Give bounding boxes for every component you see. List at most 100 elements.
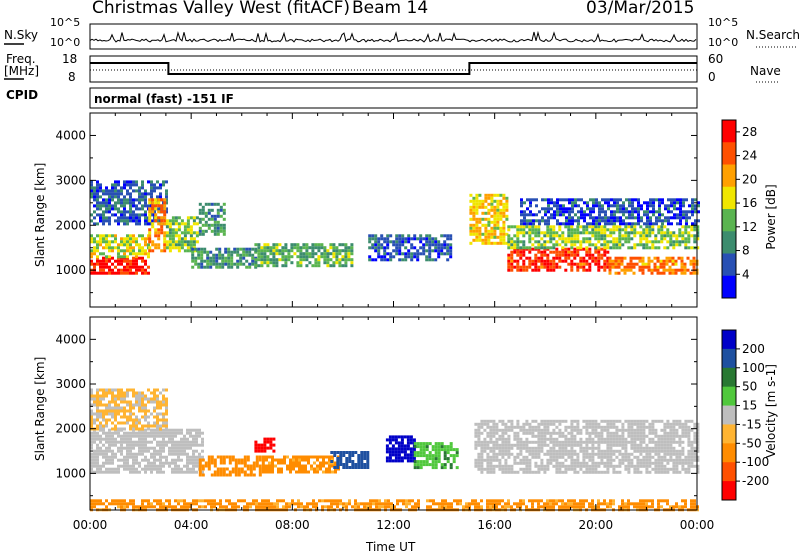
power-colorbar-label: Power [dB] xyxy=(764,184,778,250)
date-label: 03/Mar/2015 xyxy=(586,0,695,18)
nave-tick-bottom: 0 xyxy=(708,70,716,84)
velocity-colorbar-tick-0: 200 xyxy=(742,342,765,356)
velocity-colorbar-seg-3 xyxy=(722,386,736,407)
power-band-1 xyxy=(90,234,150,259)
nsky-label: N.Sky xyxy=(4,28,39,42)
power-band-9 xyxy=(469,193,509,245)
velocity-colorbar-label: Velocity [m s-1] xyxy=(764,364,778,458)
velocity-colorbar-tick-5: -50 xyxy=(742,436,762,450)
power-ytick-0: 1000 xyxy=(55,263,86,277)
power-colorbar-tick-5: 24 xyxy=(742,149,757,163)
velocity-colorbar-tick-1: 100 xyxy=(742,361,765,375)
velocity-colorbar-tick-6: -100 xyxy=(742,455,769,469)
power-colorbar-seg-3 xyxy=(722,186,736,210)
velocity-ytick-0: 1000 xyxy=(55,466,86,480)
beam-label: Beam 14 xyxy=(352,0,429,18)
power-band-12 xyxy=(608,256,699,275)
power-band-8 xyxy=(368,234,453,262)
cpid-strip-frame xyxy=(89,87,698,109)
velocity-band-5 xyxy=(385,435,416,463)
velocity-band-2 xyxy=(198,455,265,477)
velocity-band-8 xyxy=(254,437,276,453)
radar-title: Christmas Valley West (fitACF) xyxy=(92,0,351,18)
velocity-colorbar-seg-7 xyxy=(722,462,736,482)
nave-label: Nave xyxy=(750,64,781,78)
velocity-colorbar-frame xyxy=(721,329,737,501)
nsky-strip-frame xyxy=(89,23,698,50)
velocity-colorbar-seg-0 xyxy=(722,330,736,350)
velocity-band-3 xyxy=(262,455,340,474)
power-colorbar-seg-6 xyxy=(722,253,736,277)
nave-tick-top: 60 xyxy=(708,52,724,66)
velocity-band-4 xyxy=(330,451,370,469)
power-colorbar-tick-2: 12 xyxy=(742,220,757,234)
nsearch-tick-bottom: 10^0 xyxy=(708,36,739,49)
x-tick-label-1: 04:00 xyxy=(174,518,209,532)
power-band-5 xyxy=(198,202,226,236)
velocity-ylabel: Slant Range [km] xyxy=(33,356,47,461)
freq-unit: [MHz] xyxy=(4,64,40,78)
power-colorbar-tick-3: 16 xyxy=(742,196,757,210)
velocity-colorbar-seg-4 xyxy=(722,405,736,425)
power-band-6 xyxy=(191,247,258,269)
velocity-colorbar-tick-2: 50 xyxy=(742,380,757,394)
power-colorbar-seg-5 xyxy=(722,231,736,254)
x-tick-label-6: 00:00 xyxy=(680,518,715,532)
power-ylabel: Slant Range [km] xyxy=(33,162,47,267)
nsky-trace xyxy=(89,30,697,43)
velocity-band-1 xyxy=(90,388,168,431)
velocity-colorbar-tick-7: -200 xyxy=(742,474,769,488)
velocity-ytick-1: 2000 xyxy=(55,422,86,436)
power-band-7 xyxy=(254,243,354,268)
power-colorbar-tick-6: 28 xyxy=(742,125,757,139)
cpid-value: normal (fast) -151 IF xyxy=(94,92,234,106)
velocity-band-6 xyxy=(413,442,459,470)
x-tick-label-3: 12:00 xyxy=(376,518,411,532)
velocity-panel-frame xyxy=(89,316,698,511)
velocity-colorbar-seg-6 xyxy=(722,443,736,463)
velocity-colorbar-tick-4: -15 xyxy=(742,417,762,431)
x-tick-label-5: 20:00 xyxy=(579,518,614,532)
power-colorbar-tick-0: 4 xyxy=(742,267,750,281)
frequency-trace xyxy=(90,62,697,75)
power-band-0 xyxy=(90,256,150,275)
power-band-10 xyxy=(507,247,610,272)
velocity-colorbar-tick-3: 15 xyxy=(742,399,757,413)
power-colorbar-seg-2 xyxy=(722,164,736,188)
power-colorbar-seg-1 xyxy=(722,142,736,165)
nsearch-label: N.Search xyxy=(746,28,800,42)
power-ytick-2: 3000 xyxy=(55,173,86,187)
velocity-ytick-3: 4000 xyxy=(55,332,86,346)
power-band-13 xyxy=(520,198,700,226)
power-colorbar-seg-0 xyxy=(722,120,736,143)
x-tick-label-2: 08:00 xyxy=(275,518,310,532)
freq-tick-top: 18 xyxy=(62,52,78,66)
power-ytick-3: 4000 xyxy=(55,128,86,142)
x-tick-label-4: 16:00 xyxy=(477,518,512,532)
power-colorbar-frame xyxy=(721,119,737,299)
freq-label: Freq. xyxy=(6,52,36,66)
velocity-band-7 xyxy=(474,419,700,474)
power-band-3 xyxy=(148,198,167,253)
velocity-band-0 xyxy=(90,428,204,474)
nsky-tick-top: 10^5 xyxy=(50,16,81,29)
freq-tick-bottom: 8 xyxy=(68,70,76,84)
velocity-colorbar-seg-5 xyxy=(722,424,736,444)
power-panel-frame xyxy=(89,112,698,308)
freq-strip-frame xyxy=(89,55,698,83)
power-ytick-1: 2000 xyxy=(55,218,86,232)
velocity-colorbar-seg-1 xyxy=(722,348,736,369)
x-tick-label-0: 00:00 xyxy=(73,518,108,532)
cpid-label: CPID xyxy=(6,88,39,102)
velocity-colorbar-seg-2 xyxy=(722,367,736,388)
power-colorbar-tick-1: 8 xyxy=(742,244,750,258)
nsky-tick-bottom: 10^0 xyxy=(50,36,81,49)
power-band-4 xyxy=(165,216,199,253)
power-band-11 xyxy=(507,225,700,250)
power-colorbar-seg-4 xyxy=(722,209,736,232)
velocity-colorbar-seg-8 xyxy=(722,481,736,501)
nsearch-tick-top: 10^5 xyxy=(708,16,739,29)
velocity-ytick-2: 3000 xyxy=(55,377,86,391)
x-axis-label: Time UT xyxy=(366,540,416,554)
